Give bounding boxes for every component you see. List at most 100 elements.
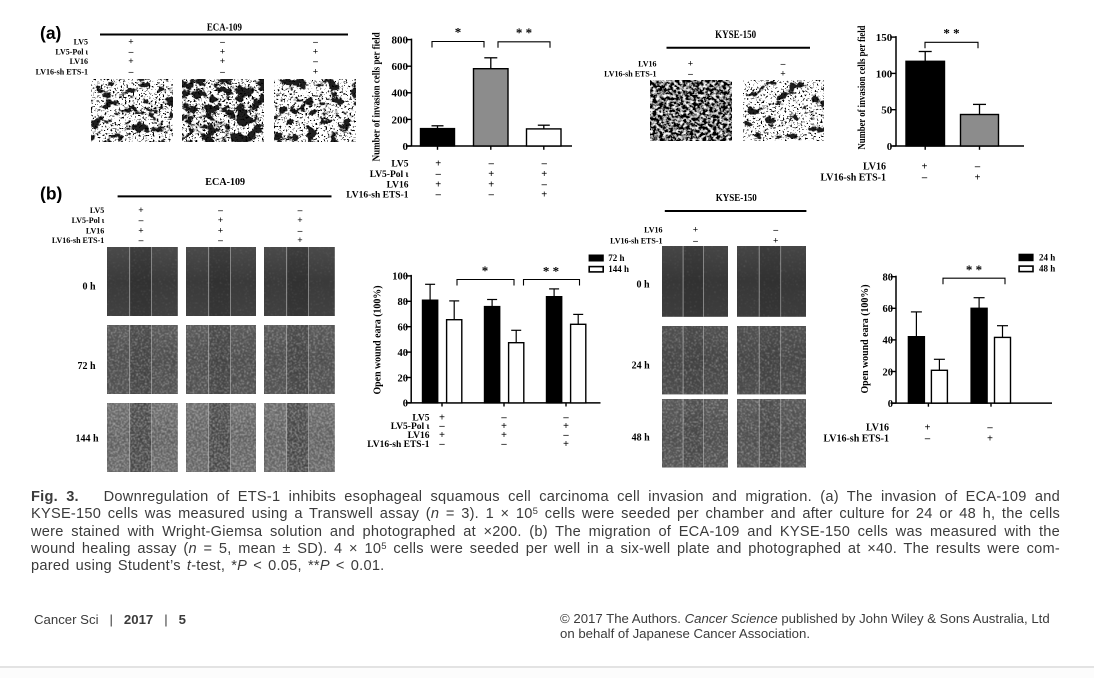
svg-text:800: 800: [392, 35, 409, 47]
svg-text:–: –: [488, 158, 495, 169]
svg-text:80: 80: [398, 297, 409, 308]
svg-text:ECA-109: ECA-109: [207, 23, 242, 34]
svg-text:+: +: [297, 236, 302, 246]
svg-text:–: –: [500, 412, 507, 423]
svg-text:+: +: [128, 37, 133, 47]
svg-text:–: –: [438, 439, 445, 450]
svg-text:–: –: [217, 236, 223, 246]
svg-text:–: –: [435, 189, 442, 200]
svg-text:80: 80: [883, 273, 894, 284]
svg-text:LV16-sh ETS-1: LV16-sh ETS-1: [367, 440, 429, 450]
svg-text:+: +: [138, 206, 143, 216]
svg-text:–: –: [488, 189, 495, 200]
svg-text:LV16: LV16: [86, 227, 104, 236]
svg-text:600: 600: [392, 61, 409, 73]
svg-text:200: 200: [392, 114, 409, 126]
svg-text:–: –: [924, 434, 931, 445]
svg-text:–: –: [435, 169, 442, 180]
svg-text:+: +: [780, 70, 785, 80]
svg-text:144 h: 144 h: [75, 433, 99, 444]
svg-text:+: +: [975, 173, 981, 184]
svg-text:–: –: [297, 227, 303, 237]
svg-text:* *: * *: [543, 263, 559, 278]
svg-text:50: 50: [881, 105, 893, 117]
svg-text:40: 40: [883, 336, 894, 347]
svg-text:+: +: [925, 423, 931, 434]
svg-text:40: 40: [398, 348, 409, 359]
svg-text:–: –: [219, 37, 225, 47]
svg-text:LV16-sh ETS-1: LV16-sh ETS-1: [604, 70, 656, 79]
svg-text:LV5: LV5: [412, 413, 429, 423]
svg-text:72 h: 72 h: [608, 253, 624, 263]
svg-text:LV16-sh ETS-1: LV16-sh ETS-1: [821, 173, 887, 184]
svg-text:+: +: [501, 430, 507, 441]
svg-text:+: +: [541, 189, 547, 200]
svg-text:–: –: [219, 67, 225, 77]
svg-text:LV16-sh ETS-1: LV16-sh ETS-1: [824, 434, 890, 445]
svg-text:*: *: [455, 25, 462, 40]
svg-text:* *: * *: [516, 25, 532, 40]
svg-text:–: –: [500, 439, 507, 450]
svg-text:LV16: LV16: [408, 431, 430, 441]
svg-text:LV5: LV5: [391, 159, 408, 169]
svg-text:LV16: LV16: [644, 226, 662, 235]
svg-text:+: +: [297, 216, 302, 226]
svg-text:+: +: [693, 226, 698, 236]
svg-text:–: –: [986, 423, 993, 434]
svg-text:24 h: 24 h: [632, 360, 651, 371]
svg-text:ECA-109: ECA-109: [205, 176, 245, 188]
svg-text:–: –: [128, 67, 134, 77]
svg-text:20: 20: [398, 373, 409, 384]
svg-text:*: *: [482, 263, 489, 278]
svg-text:LV5: LV5: [74, 37, 88, 46]
svg-text:* *: * *: [966, 262, 982, 277]
svg-text:150: 150: [876, 32, 893, 44]
svg-text:(b): (b): [40, 184, 62, 204]
svg-text:LV16-sh ETS-1: LV16-sh ETS-1: [610, 236, 662, 245]
svg-text:LV16: LV16: [863, 161, 886, 172]
svg-text:60: 60: [398, 323, 409, 334]
svg-text:–: –: [974, 161, 981, 172]
svg-text:+: +: [688, 60, 693, 70]
svg-text:–: –: [438, 421, 445, 432]
svg-text:100: 100: [392, 272, 408, 283]
svg-text:48 h: 48 h: [1039, 263, 1055, 273]
svg-text:+: +: [313, 47, 318, 57]
svg-text:LV5-Pol ι: LV5-Pol ι: [391, 422, 430, 432]
svg-text:+: +: [128, 57, 133, 67]
svg-text:+: +: [220, 57, 225, 67]
svg-text:+: +: [488, 179, 494, 190]
svg-text:24 h: 24 h: [1039, 253, 1055, 263]
svg-text:LV5-Pol ι: LV5-Pol ι: [370, 170, 409, 180]
svg-text:0: 0: [887, 141, 893, 153]
svg-text:+: +: [563, 421, 569, 432]
svg-text:LV16: LV16: [387, 180, 409, 190]
svg-text:0: 0: [888, 399, 893, 410]
svg-text:0: 0: [403, 399, 408, 410]
svg-text:+: +: [501, 421, 507, 432]
svg-text:400: 400: [392, 88, 409, 100]
svg-text:–: –: [312, 37, 318, 47]
svg-text:–: –: [297, 206, 303, 216]
svg-text:LV16-sh ETS-1: LV16-sh ETS-1: [346, 190, 408, 200]
svg-text:+: +: [563, 439, 569, 450]
svg-text:+: +: [541, 169, 547, 180]
svg-text:LV16-sh ETS-1: LV16-sh ETS-1: [36, 67, 88, 76]
svg-text:+: +: [220, 47, 225, 57]
svg-text:–: –: [562, 412, 569, 423]
svg-text:+: +: [439, 412, 445, 423]
svg-text:+: +: [218, 216, 223, 226]
svg-text:–: –: [541, 158, 548, 169]
svg-text:–: –: [128, 47, 134, 57]
svg-text:Open wound eara (100%): Open wound eara (100%): [860, 284, 871, 393]
svg-text:100: 100: [876, 68, 893, 80]
svg-text:144 h: 144 h: [608, 264, 629, 274]
svg-text:KYSE-150: KYSE-150: [715, 27, 756, 41]
svg-text:–: –: [138, 216, 144, 226]
svg-text:–: –: [138, 236, 144, 246]
svg-text:LV16: LV16: [638, 60, 656, 69]
svg-text:KYSE-150: KYSE-150: [716, 192, 757, 204]
svg-text:LV16: LV16: [866, 423, 889, 434]
svg-text:–: –: [687, 70, 693, 80]
svg-text:+: +: [773, 236, 778, 246]
